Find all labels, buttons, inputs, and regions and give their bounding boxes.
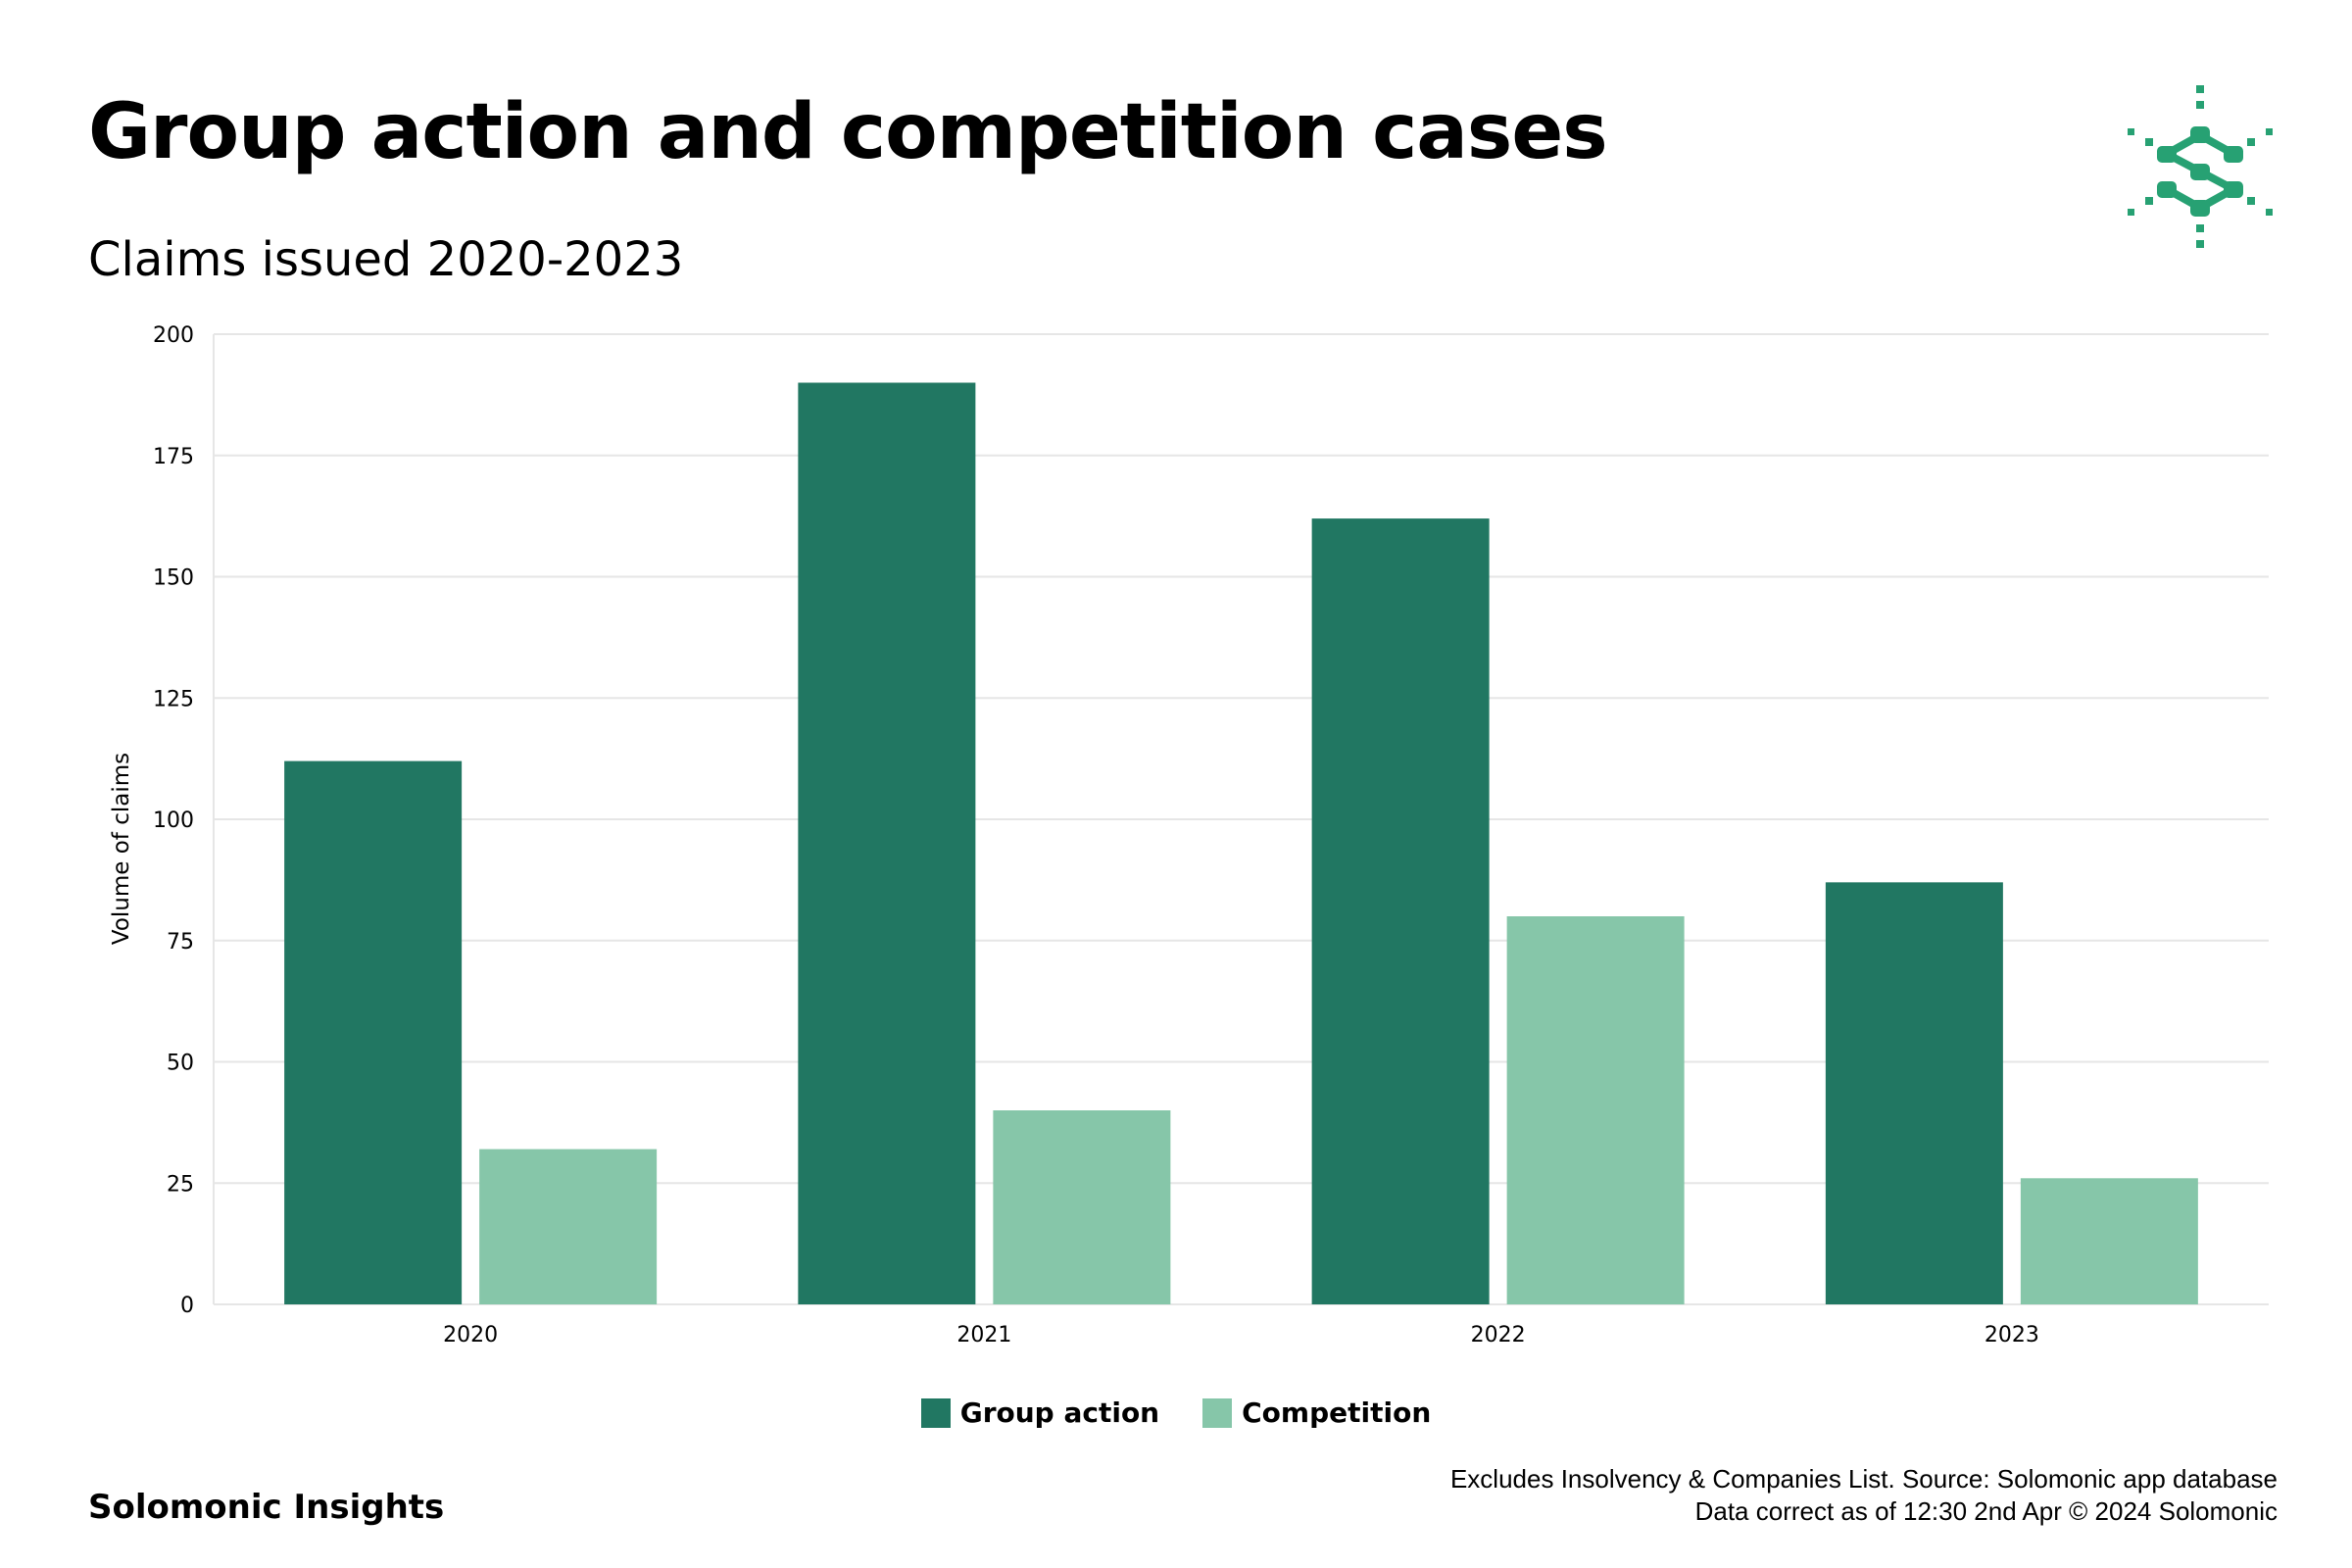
y-tick-label: 175: [153, 445, 194, 469]
y-tick-label: 75: [167, 930, 194, 955]
bar-group-action-2022: [1311, 518, 1490, 1304]
chart-subtitle: Claims issued 2020-2023: [88, 232, 684, 287]
legend-item-competition: Competition: [1202, 1396, 1431, 1429]
bar-group-action-2023: [1825, 882, 2003, 1304]
x-tick-label: 2020: [443, 1323, 498, 1348]
solomonic-logo-icon: [2128, 85, 2273, 248]
bar-competition-2021: [993, 1110, 1171, 1304]
legend-swatch-group-action: [920, 1397, 951, 1428]
axis-labels: 0 25 50 75 100 125 150 175 200 Volume of claims 20…: [109, 323, 2039, 1348]
x-tick-label: 2023: [1984, 1323, 2039, 1348]
bars: [284, 382, 2198, 1304]
y-tick-label: 125: [153, 687, 194, 711]
bar-competition-2022: [1506, 916, 1685, 1304]
y-tick-label: 50: [167, 1052, 194, 1076]
y-axis-label: Volume of claims: [109, 753, 134, 945]
y-tick-label: 200: [153, 323, 194, 348]
bar-competition-2023: [2020, 1178, 2198, 1304]
legend-label-competition: Competition: [1242, 1396, 1432, 1429]
y-tick-label: 150: [153, 566, 194, 591]
source-note-line-2: Data correct as of 12:30 2nd Apr © 2024 …: [1694, 1496, 2278, 1526]
source-note-line-1: Excludes Insolvency & Companies List. So…: [1449, 1464, 2278, 1494]
bar-competition-2020: [479, 1149, 658, 1304]
legend-item-group-action: Group action: [920, 1396, 1160, 1429]
bar-chart: 0 25 50 75 100 125 150 175 200 Volume of claims 20…: [109, 323, 2269, 1348]
y-tick-label: 25: [167, 1172, 194, 1197]
brand-name: Solomonic Insights: [88, 1488, 445, 1527]
bar-group-action-2020: [284, 760, 463, 1304]
bar-group-action-2021: [798, 382, 976, 1304]
x-tick-label: 2022: [1471, 1323, 1526, 1348]
legend-label-group-action: Group action: [959, 1396, 1160, 1429]
legend-swatch-competition: [1202, 1397, 1233, 1428]
x-tick-label: 2021: [956, 1323, 1011, 1348]
y-tick-label: 0: [180, 1294, 194, 1318]
legend: Group action Competition: [0, 1396, 2352, 1429]
source-note: Excludes Insolvency & Companies List. So…: [1450, 1463, 2278, 1528]
y-tick-label: 100: [153, 808, 194, 833]
chart-title: Group action and competition cases: [88, 88, 1608, 176]
